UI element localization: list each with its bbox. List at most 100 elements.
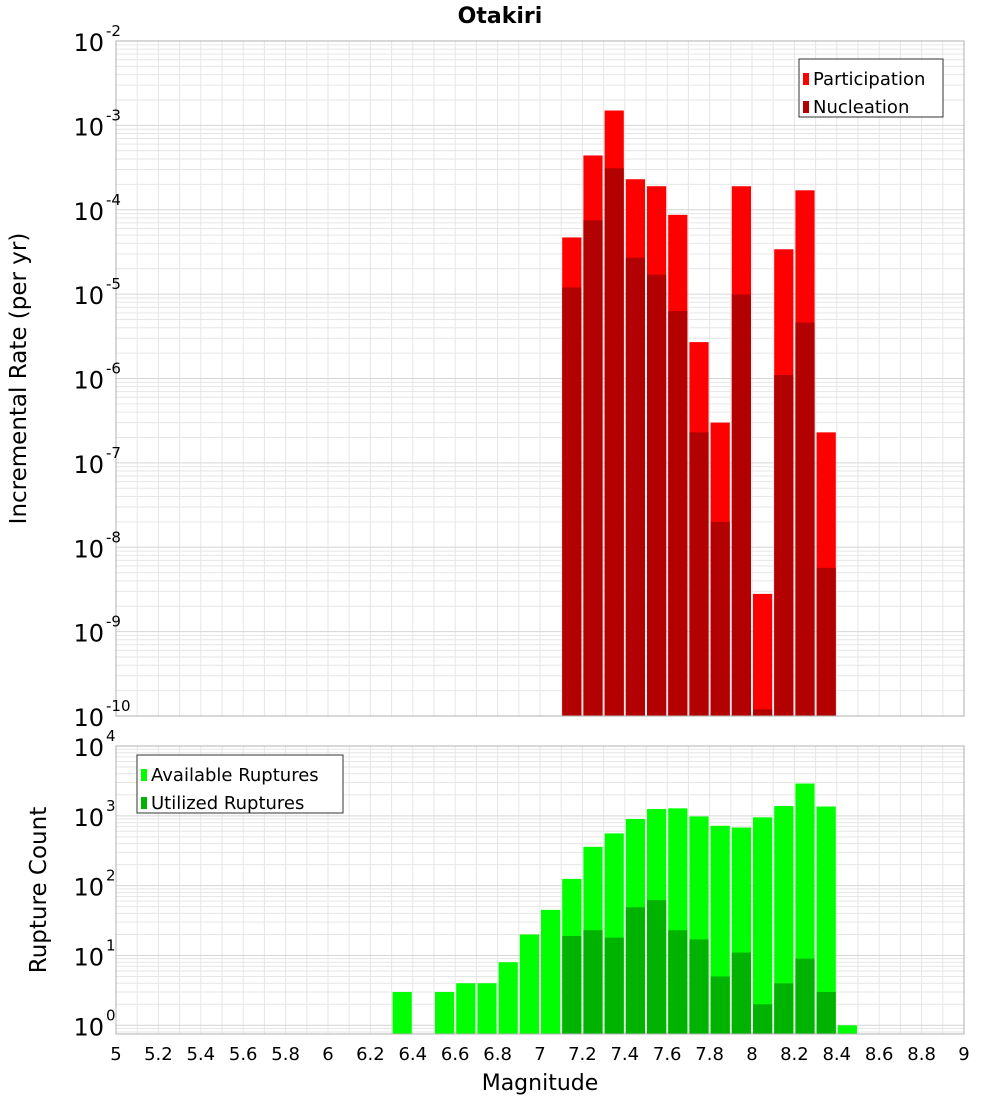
y-tick-exponent: 4 <box>106 727 116 745</box>
y-tick-label: 10 -4 <box>73 191 121 226</box>
y-tick-base: 10 <box>73 704 104 732</box>
legend: Available Ruptures Utilized Ruptures <box>136 754 344 814</box>
x-tick-labels: 5 5.2 5.4 5.6 5.8 6 6.2 6.4 6.6 6.8 7 7.2 7.4 7.6 7.8 8… <box>110 1044 969 1065</box>
y-axis-label-word: Incremental <box>6 387 32 525</box>
y-tick-label: 10 -2 <box>73 22 121 57</box>
incremental-rate-plot: 10-210-310-410-510-610-710-810-910 -10Inc… <box>6 22 965 732</box>
y-tick-base: 10 <box>73 367 104 395</box>
bar-utilized-ruptures <box>604 937 624 1034</box>
x-tick-label: 8.4 <box>822 1044 851 1065</box>
chart-title: Otakiri <box>458 4 543 29</box>
legend-label: Available Ruptures <box>151 765 319 786</box>
x-tick-label: 7 <box>534 1044 545 1065</box>
bar-nucleation <box>562 287 582 716</box>
x-tick-label: 7.2 <box>568 1044 597 1065</box>
x-tick-label: 8 <box>746 1044 757 1065</box>
y-tick-label: 10 -8 <box>73 528 121 563</box>
y-tick-exponent: 0 <box>106 1006 116 1024</box>
x-tick-label: 7.4 <box>610 1044 639 1065</box>
bar-nucleation <box>753 709 773 716</box>
y-tick-base: 10 <box>73 535 104 563</box>
series-nucleation <box>562 168 836 717</box>
plot-frame <box>115 745 965 1035</box>
bar-utilized-ruptures <box>668 930 688 1034</box>
bar-utilized-ruptures <box>774 983 794 1034</box>
y-tick-exponent: -6 <box>106 360 121 378</box>
y-tick-exponent: -5 <box>106 275 121 293</box>
y-tick-exponent: -3 <box>106 106 121 124</box>
grid-lines <box>115 40 965 717</box>
y-tick-exponent: -8 <box>106 528 121 546</box>
y-tick-label: 10 0 <box>73 1006 115 1041</box>
y-tick-exponent: -2 <box>106 22 121 40</box>
bar-participation <box>753 593 773 716</box>
y-axis-label-word: Rate <box>6 327 32 387</box>
y-tick-base: 10 <box>73 29 104 57</box>
y-axis-label-word: Rupture <box>26 882 52 973</box>
bar-available-ruptures <box>816 806 836 1034</box>
series-utilized-ruptures <box>562 900 836 1034</box>
bar-utilized-ruptures <box>816 991 836 1034</box>
y-axis-label-word: (per <box>6 271 32 326</box>
bar-available-ruptures <box>477 983 497 1034</box>
y-tick-label: 10 -9 <box>73 613 121 648</box>
x-tick-label: 9 <box>958 1044 969 1065</box>
legend: Participation Nucleation <box>798 58 944 118</box>
bar-available-ruptures <box>456 983 476 1034</box>
x-tick-label: 7.8 <box>695 1044 724 1065</box>
bar-nucleation <box>710 521 730 716</box>
y-tick-exponent: -10 <box>106 697 131 715</box>
bar-nucleation <box>731 294 751 716</box>
bar-utilized-ruptures <box>689 939 709 1034</box>
y-tick-labels: 10-210-310-410-510-610-710-810-910-10 <box>73 22 130 732</box>
y-axis-label-word: Count <box>26 807 52 883</box>
bar-available-ruptures <box>519 934 539 1034</box>
y-tick-label: 10 -3 <box>73 106 121 141</box>
legend-swatch <box>141 769 147 781</box>
y-tick-label: 10 -10 <box>73 697 130 732</box>
bar-utilized-ruptures <box>795 958 815 1034</box>
y-tick-base: 10 <box>73 198 104 226</box>
legend-swatch <box>803 73 809 85</box>
legend-swatch <box>141 797 147 809</box>
y-tick-exponent: -9 <box>106 613 121 631</box>
y-tick-label: 10 -5 <box>73 275 121 310</box>
y-tick-base: 10 <box>73 282 104 310</box>
y-tick-label: 10 -6 <box>73 360 121 395</box>
legend-box <box>798 58 944 118</box>
bar-available-ruptures <box>753 817 773 1034</box>
x-tick-label: 6 <box>322 1044 333 1065</box>
bar-nucleation <box>816 567 836 716</box>
y-axis-label: Incremental Rate (per yr) <box>6 233 32 525</box>
legend-swatch <box>803 101 809 113</box>
y-tick-base: 10 <box>73 620 104 648</box>
bar-available-ruptures <box>435 991 455 1034</box>
bar-utilized-ruptures <box>583 930 603 1034</box>
bar-utilized-ruptures <box>647 900 667 1034</box>
y-axis-label-word: yr) <box>6 233 32 272</box>
x-tick-label: 8.8 <box>907 1044 936 1065</box>
legend-label: Nucleation <box>813 97 909 118</box>
legend-label: Utilized Ruptures <box>151 793 304 814</box>
y-tick-base: 10 <box>73 804 104 832</box>
x-tick-label: 7.6 <box>653 1044 682 1065</box>
bar-available-ruptures <box>837 1025 857 1034</box>
y-tick-label: 10 2 <box>73 867 115 902</box>
y-tick-label: 10 4 <box>73 727 115 762</box>
y-tick-base: 10 <box>73 943 104 971</box>
y-tick-exponent: 2 <box>106 867 116 885</box>
x-tick-label: 6.8 <box>483 1044 512 1065</box>
x-tick-label: 5.4 <box>186 1044 215 1065</box>
y-tick-base: 10 <box>73 1013 104 1041</box>
bar-nucleation <box>583 220 603 717</box>
x-axis-label: Magnitude <box>482 1071 599 1096</box>
plot-frame <box>115 40 965 717</box>
bar-available-ruptures <box>392 991 412 1034</box>
bar-nucleation <box>774 375 794 716</box>
y-tick-label: 10 3 <box>73 797 115 832</box>
bar-nucleation <box>625 257 645 716</box>
x-tick-label: 5.6 <box>229 1044 258 1065</box>
